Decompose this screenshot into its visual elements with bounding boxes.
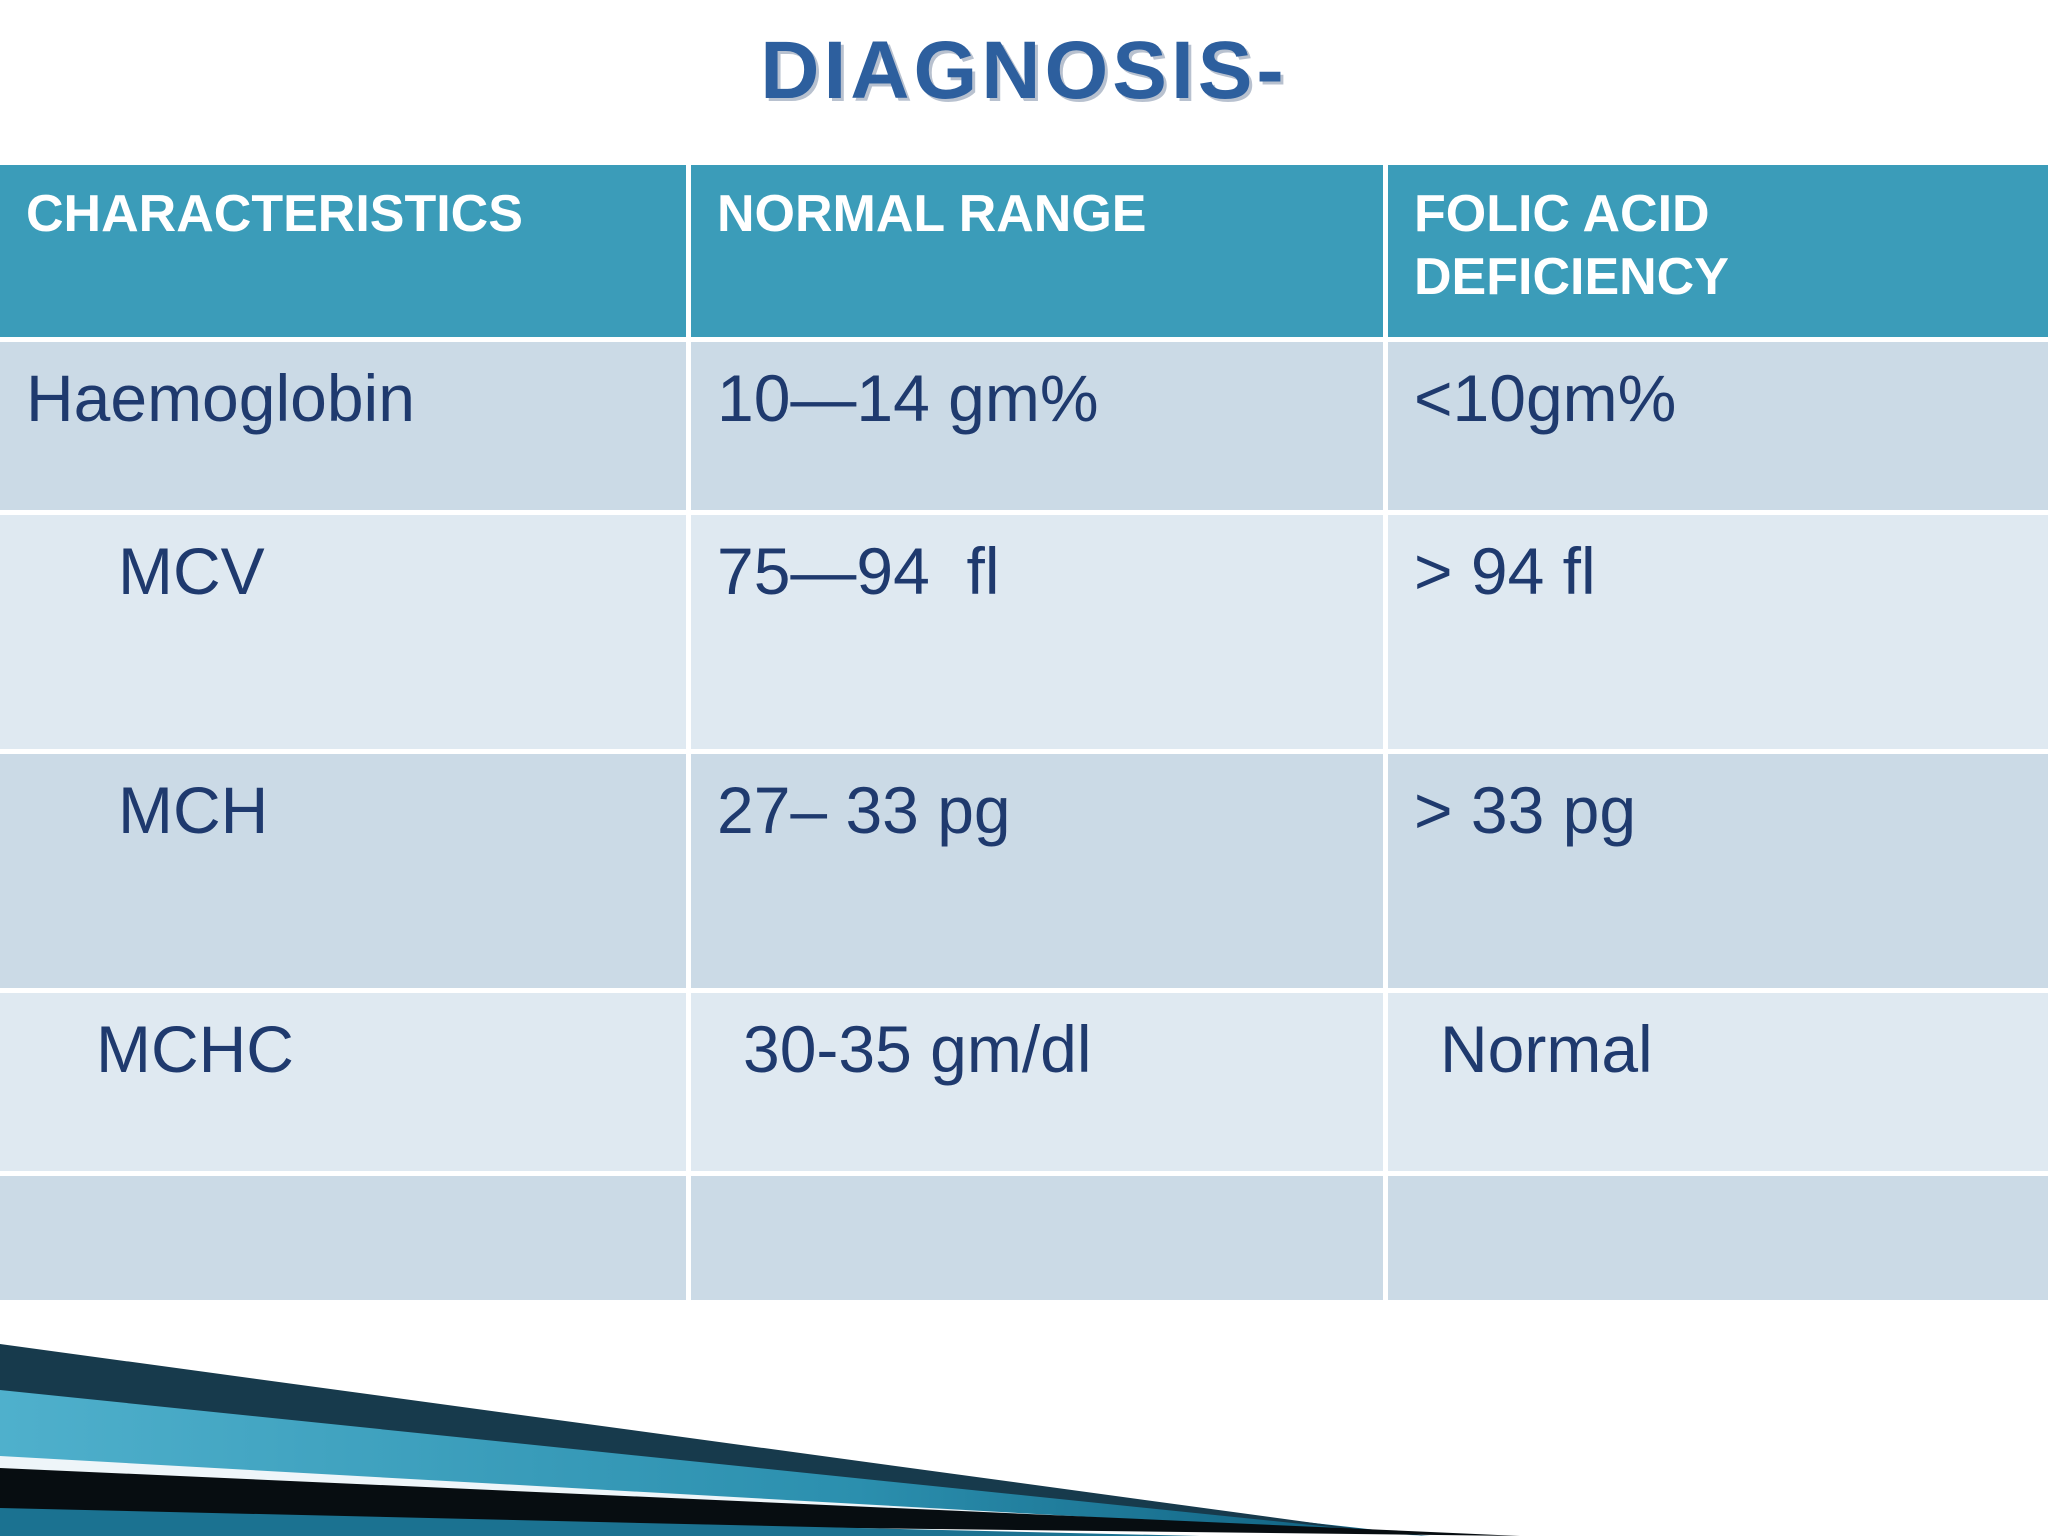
table-cell-deficiency: > 94 fl — [1388, 515, 2048, 749]
table-cell-normal-range: 27– 33 pg — [691, 754, 1383, 988]
table-cell-empty — [1388, 1176, 2048, 1300]
table-header-folic-acid-deficiency: FOLIC ACID DEFICIENCY — [1388, 165, 2048, 337]
table-cell-normal-range: 75—94 fl — [691, 515, 1383, 749]
slide-title: DIAGNOSIS- — [760, 25, 1288, 116]
table-cell-normal-range: 30-35 gm/dl — [691, 993, 1383, 1171]
table-cell-deficiency: Normal — [1388, 993, 2048, 1171]
footer-swoosh-decoration — [0, 1344, 1520, 1536]
table-cell-characteristic: Haemoglobin — [0, 342, 686, 510]
table-cell-characteristic: MCV — [0, 515, 686, 749]
diagnosis-table: CHARACTERISTICS NORMAL RANGE FOLIC ACID … — [0, 165, 2048, 1300]
table-header-characteristics: CHARACTERISTICS — [0, 165, 686, 337]
table-cell-normal-range: 10—14 gm% — [691, 342, 1383, 510]
table-cell-deficiency: <10gm% — [1388, 342, 2048, 510]
table-cell-characteristic: MCH — [0, 754, 686, 988]
table-cell-empty — [691, 1176, 1383, 1300]
table-header-normal-range: NORMAL RANGE — [691, 165, 1383, 337]
table-cell-deficiency: > 33 pg — [1388, 754, 2048, 988]
table-cell-empty — [0, 1176, 686, 1300]
table-cell-characteristic: MCHC — [0, 993, 686, 1171]
